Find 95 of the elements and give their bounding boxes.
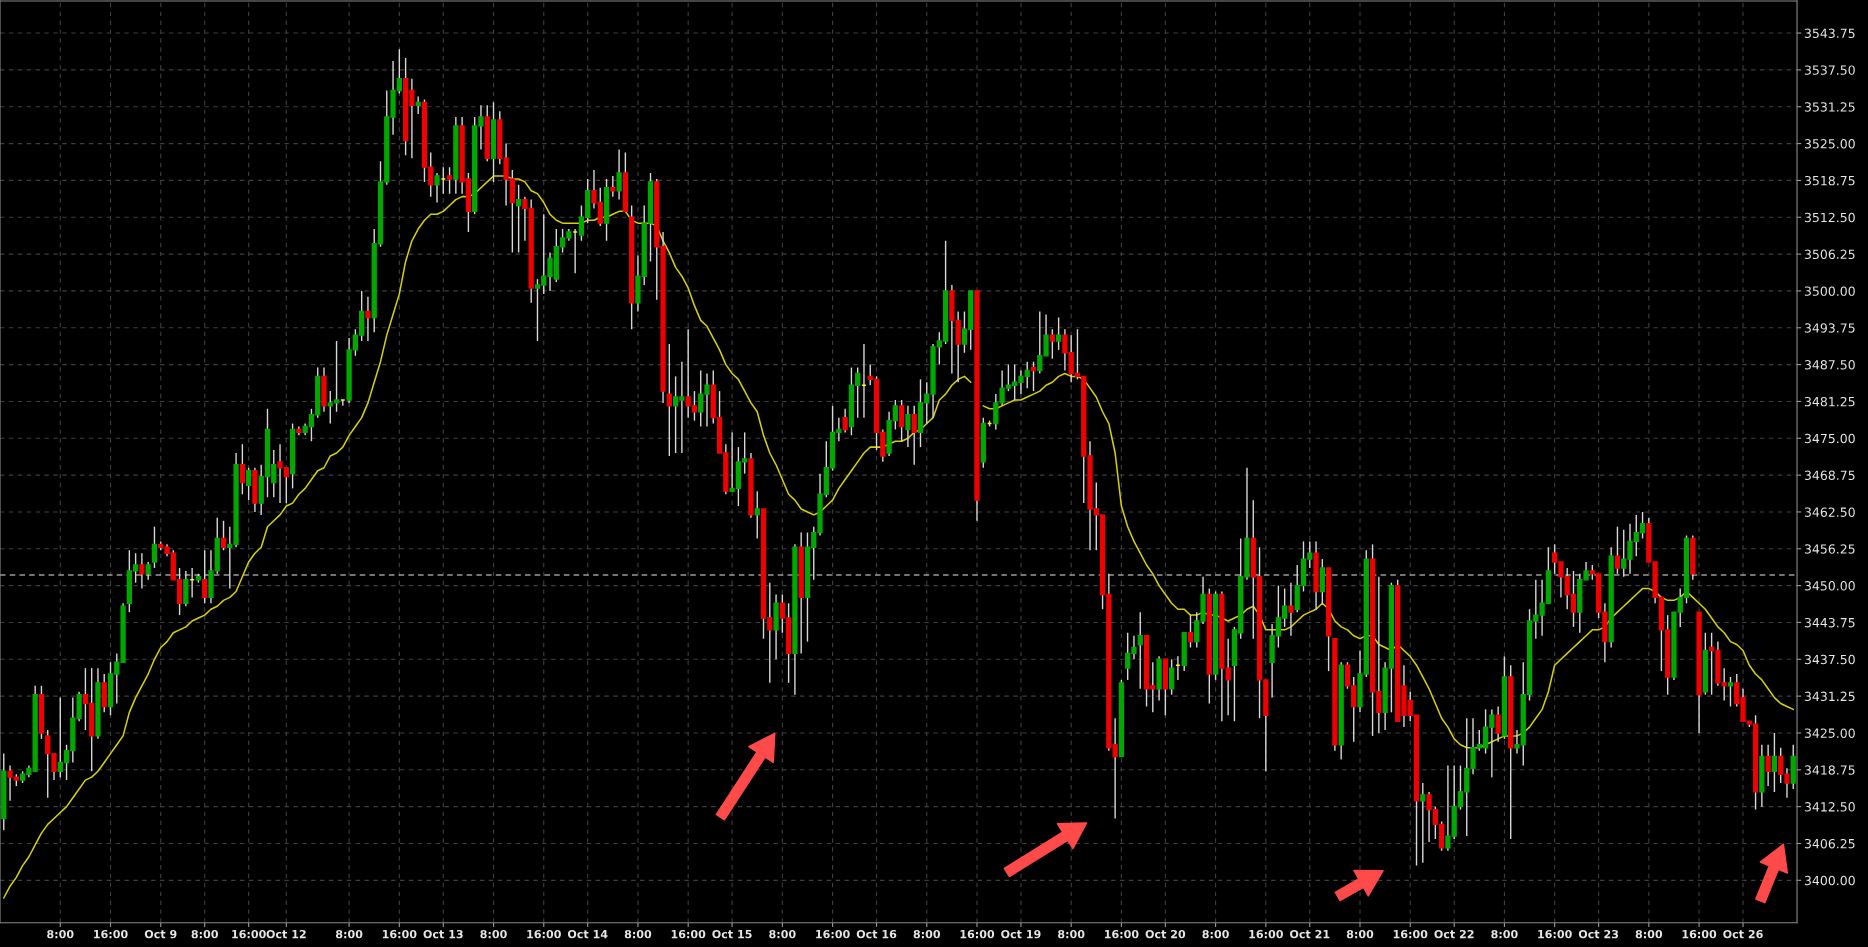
candlestick xyxy=(616,148,622,201)
candlestick xyxy=(1288,581,1294,637)
y-tick-label: 3462.50 xyxy=(1804,507,1855,517)
x-tick-label: 16:00 xyxy=(232,929,266,939)
x-tick-label: 8:00 xyxy=(47,929,74,939)
y-tick-label: 3543.75 xyxy=(1804,28,1855,38)
x-tick-label: 16:00 xyxy=(1538,929,1572,939)
x-tick-label: Oct 19 xyxy=(1001,929,1041,939)
y-tick-label: 3437.50 xyxy=(1804,654,1855,665)
x-tick-label: 8:00 xyxy=(1635,929,1663,939)
candlestick xyxy=(139,552,145,590)
y-tick-label: 3481.25 xyxy=(1804,396,1855,407)
y-tick-label: 3525.00 xyxy=(1804,139,1855,149)
x-tick-label: 8:00 xyxy=(335,929,363,939)
candlestick xyxy=(1055,316,1062,351)
y-tick-label: 3487.50 xyxy=(1804,360,1855,370)
x-tick-label: Oct 14 xyxy=(567,929,608,939)
y-tick-label: 3537.50 xyxy=(1804,65,1855,75)
x-tick-label: 16:00 xyxy=(1104,929,1139,939)
x-tick-label: 8:00 xyxy=(191,929,218,939)
x-tick-label: Oct 12 xyxy=(266,929,306,939)
x-tick-label: 16:00 xyxy=(816,929,850,939)
x-tick-label: 16:00 xyxy=(1682,929,1717,939)
x-tick-label: Oct 26 xyxy=(1723,929,1763,939)
y-tick-label: 3418.75 xyxy=(1804,765,1855,775)
x-tick-label: Oct 23 xyxy=(1578,929,1619,939)
candlestick xyxy=(446,166,453,195)
candlestick xyxy=(1137,611,1143,690)
x-tick-label: 8:00 xyxy=(1058,929,1085,939)
candlestick xyxy=(1319,558,1325,605)
x-tick-label: 16:00 xyxy=(1393,929,1428,939)
candlestick xyxy=(1187,614,1194,649)
candlestick xyxy=(1727,676,1734,708)
x-tick-label: 16:00 xyxy=(382,929,417,939)
candlestick xyxy=(1765,744,1771,787)
x-tick-label: Oct 20 xyxy=(1145,929,1186,939)
y-tick-label: 3518.75 xyxy=(1804,175,1855,186)
x-tick-label: 8:00 xyxy=(1202,929,1229,939)
y-tick-label: 3493.75 xyxy=(1804,323,1855,333)
candlestick xyxy=(220,520,227,551)
x-tick-label: 8:00 xyxy=(624,929,652,939)
x-tick-label: Oct 15 xyxy=(712,929,752,939)
x-tick-label: Oct 22 xyxy=(1434,929,1474,939)
y-tick-label: 3443.75 xyxy=(1804,617,1855,628)
candlestick xyxy=(1614,525,1621,575)
candlestick xyxy=(1049,328,1055,360)
candlestick xyxy=(151,525,158,569)
x-tick-label: Oct 9 xyxy=(144,929,177,939)
candlestick xyxy=(666,343,672,457)
x-tick-label: Oct 21 xyxy=(1289,929,1330,939)
candlestick xyxy=(434,172,440,204)
y-tick-label: 3512.50 xyxy=(1804,212,1855,223)
candlestick xyxy=(911,405,917,466)
x-tick-label: 8:00 xyxy=(1491,929,1518,939)
candlestick xyxy=(101,673,107,714)
x-tick-label: 16:00 xyxy=(671,929,706,939)
candlestick xyxy=(1771,732,1778,793)
x-tick-label: Oct 16 xyxy=(856,929,897,939)
candlestick xyxy=(239,443,246,495)
x-tick-label: 16:00 xyxy=(94,929,128,939)
candlestick xyxy=(246,467,252,501)
y-tick-label: 3406.25 xyxy=(1804,838,1855,849)
candlestick xyxy=(1030,360,1037,392)
candlestick xyxy=(415,95,421,115)
y-tick-label: 3412.50 xyxy=(1804,802,1855,812)
y-tick-label: 3456.25 xyxy=(1804,544,1855,554)
candlestick xyxy=(1495,705,1501,743)
y-tick-label: 3450.00 xyxy=(1804,581,1855,591)
candlestick xyxy=(202,549,208,605)
x-tick-label: 16:00 xyxy=(1249,929,1283,939)
y-tick-label: 3506.25 xyxy=(1804,249,1855,260)
y-tick-label: 3531.25 xyxy=(1804,102,1855,112)
candlestick xyxy=(515,184,522,254)
y-tick-label: 3400.00 xyxy=(1804,875,1855,886)
x-tick-label: 8:00 xyxy=(1346,929,1374,939)
candlestick xyxy=(610,175,616,198)
x-tick-label: 16:00 xyxy=(527,929,561,939)
x-tick-label: 8:00 xyxy=(769,929,796,939)
y-tick-label: 3431.25 xyxy=(1804,691,1855,702)
candlestick xyxy=(1168,658,1175,696)
candlestick xyxy=(905,405,911,448)
candlestick xyxy=(365,296,371,342)
y-tick-label: 3425.00 xyxy=(1804,728,1855,738)
candlestick xyxy=(754,490,760,540)
y-tick-label: 3468.75 xyxy=(1804,470,1855,481)
candlestick xyxy=(1420,782,1426,864)
candlestick xyxy=(842,408,848,434)
x-tick-label: Oct 13 xyxy=(423,929,463,939)
candlestick xyxy=(183,570,189,607)
x-tick-label: 16:00 xyxy=(960,929,995,939)
y-tick-label: 3500.00 xyxy=(1804,286,1855,296)
x-tick-label: 8:00 xyxy=(913,929,941,939)
candlestick xyxy=(899,399,905,442)
y-tick-label: 3475.00 xyxy=(1804,433,1855,444)
x-tick-label: 8:00 xyxy=(480,929,507,939)
